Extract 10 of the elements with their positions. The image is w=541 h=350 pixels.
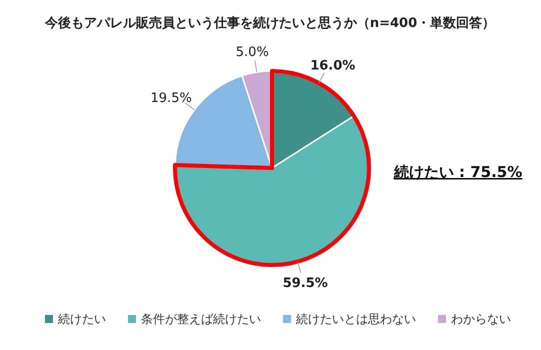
chart-title: 今後もアパレル販売員という仕事を続けたいと思うか（n=400・単数回答） (44, 15, 496, 31)
data-label: 5.0% (236, 45, 269, 60)
legend-label: 条件が整えば続けたい (141, 312, 261, 326)
data-label: 16.0% (310, 58, 356, 74)
legend-label: 続けたい (57, 312, 106, 326)
legend-label: 続けたいとは思わない (295, 312, 416, 326)
text: 続けたい : 75.5% (392, 163, 522, 181)
legend-label: わからない (451, 312, 511, 326)
data-label: 19.5% (150, 90, 192, 106)
data-label: 59.5% (282, 276, 328, 292)
